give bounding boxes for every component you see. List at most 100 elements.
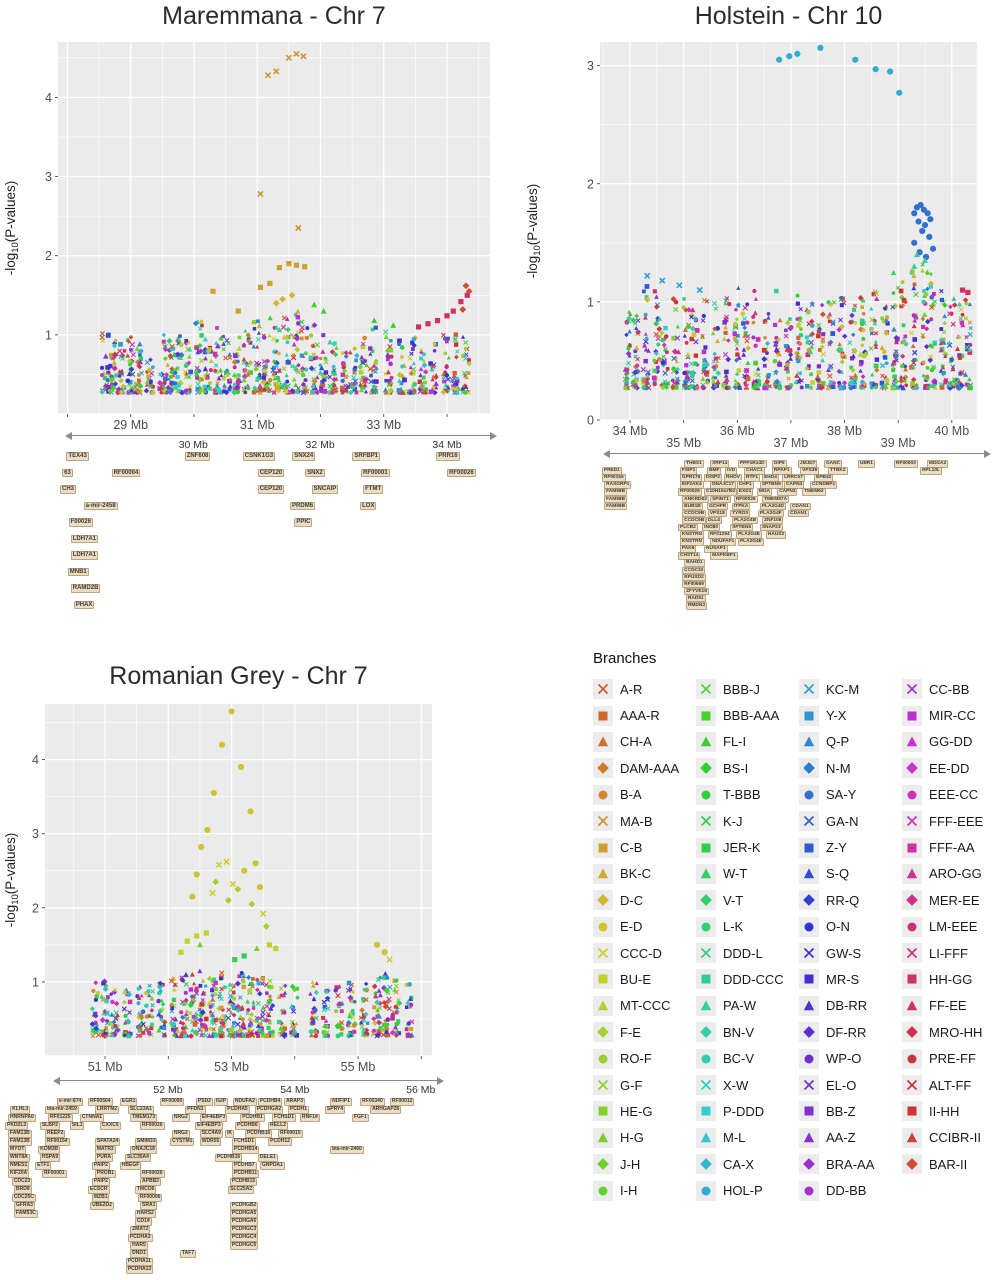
svg-text:40 Mb: 40 Mb <box>934 424 969 438</box>
circle-marker-icon <box>696 1048 716 1069</box>
legend-item-JER-K: JER-K <box>696 834 799 860</box>
gene-label: PHAX <box>73 600 95 610</box>
legend-label: S-Q <box>826 866 850 882</box>
gene-label: SPTBN5 <box>730 523 753 532</box>
gene-label: ZFYVE19 <box>684 587 709 596</box>
svg-text:37 Mb: 37 Mb <box>774 436 809 450</box>
gene-label: VPS18 <box>707 509 727 518</box>
gene-label: PCDHB11 <box>232 1170 260 1178</box>
x-marker-icon <box>696 1075 716 1096</box>
legend-label: HE-G <box>620 1103 653 1119</box>
gene-label: CTNNA1 <box>79 1114 105 1122</box>
legend-item-BB-Z: BB-Z <box>799 1098 902 1124</box>
gene-label: BUB1B <box>682 502 703 511</box>
x-marker-icon <box>799 679 819 700</box>
svg-text:1: 1 <box>587 295 594 309</box>
legend-item-MER-EE: MER-EE <box>902 887 1005 913</box>
gene-label: TEX43 <box>66 452 89 461</box>
gene-label: RF00090 <box>159 1098 185 1106</box>
gene-label: PURA <box>94 1154 114 1162</box>
gene-label: IGIP <box>213 1098 228 1106</box>
gene-label: FCHSD1 <box>272 1114 297 1122</box>
gene-label: PLA2G4D <box>759 502 786 511</box>
legend-label: BBB-J <box>723 681 760 697</box>
gene-label: ETF1 <box>35 1162 52 1170</box>
triangle-marker-icon <box>902 995 922 1016</box>
triangle-marker-icon <box>799 863 819 884</box>
svg-text:29 Mb: 29 Mb <box>113 418 148 432</box>
legend-label: JER-K <box>723 840 761 856</box>
square-marker-icon <box>696 705 716 726</box>
legend-item-LM-EEE: LM-EEE <box>902 914 1005 940</box>
gene-label: VPS39 <box>800 467 820 475</box>
gene-label: PCDH1 <box>287 1106 309 1114</box>
gene-label: PKD2L3 <box>5 1122 29 1130</box>
gene-label: MDGA2 <box>926 460 949 468</box>
gene-label: ZNF106 <box>762 516 784 525</box>
gene-label: RELL2 <box>268 1122 288 1130</box>
triangle-marker-icon <box>696 1127 716 1148</box>
gene-label: MNB1 <box>67 567 89 577</box>
x-marker-icon <box>799 943 819 964</box>
diamond-marker-icon <box>593 890 613 911</box>
gene-label: APBB3 <box>140 1178 161 1186</box>
gene-label: bta-mir-2459 <box>44 1106 79 1114</box>
gene-label: RF00006 <box>137 1194 163 1202</box>
circle-marker-icon <box>696 784 716 805</box>
gene-label: PPP1R14D <box>737 460 767 468</box>
gene-label: FAM98B <box>604 502 628 511</box>
gene-label: PLA2G4B <box>731 516 759 525</box>
legend-item-DF-RR: DF-RR <box>799 1019 902 1045</box>
gene-label: ZMAT2 <box>130 1226 151 1234</box>
gene-label: PRR16 <box>436 452 460 461</box>
diamond-marker-icon <box>593 758 613 779</box>
legend-item-J-H: J-H <box>593 1151 696 1177</box>
x-marker-icon <box>593 679 613 700</box>
triangle-marker-icon <box>799 731 819 752</box>
gene-label: CCDC32 <box>682 566 706 575</box>
legend-item-V-T: V-T <box>696 887 799 913</box>
legend-label: EL-O <box>826 1077 857 1093</box>
gene-label: SRP14 <box>710 460 730 468</box>
legend-item-BBB-AAA: BBB-AAA <box>696 702 799 728</box>
gene-label: SNAP23 <box>759 523 783 532</box>
legend-label: DD-BB <box>826 1183 867 1199</box>
triangle-marker-icon <box>696 995 716 1016</box>
gene-label: TMEM62 <box>802 488 826 496</box>
triangle-marker-icon <box>593 731 613 752</box>
gene-label: RF00026 <box>733 495 758 504</box>
gene-label: TYRO3 <box>730 509 751 518</box>
gene-label: ANKRD63 <box>682 495 709 504</box>
circle-marker-icon <box>902 916 922 937</box>
gene-label: PLA2G4F <box>757 509 784 518</box>
gene-label: TAF7 <box>180 1250 197 1258</box>
legend-label: O-N <box>826 919 850 935</box>
legend-label: B-A <box>620 787 642 803</box>
gene-label: KNSTRN <box>679 538 704 546</box>
gene-label: CCDC9B <box>682 516 707 525</box>
genome-ruler <box>610 453 984 454</box>
ruler-label: 54 Mb <box>280 1084 310 1096</box>
triangle-marker-icon <box>696 863 716 884</box>
square-marker-icon <box>593 969 613 990</box>
gene-label: SPRY4 <box>324 1106 346 1114</box>
ruler-arrow-left <box>603 450 610 458</box>
gene-label: PLA2G4E <box>736 531 762 539</box>
legend-label: FF-EE <box>929 998 967 1014</box>
legend-label: BN-V <box>723 1024 755 1040</box>
ruler-label: 30 Mb <box>178 439 208 451</box>
legend-item-AA-Z: AA-Z <box>799 1125 902 1151</box>
ruler-arrow-left <box>53 1077 60 1085</box>
legend-item-CC-BB: CC-BB <box>902 676 1005 702</box>
gene-label: RF00569 <box>682 580 706 589</box>
gene-label: FAM13B <box>8 1138 32 1146</box>
gene-label: CHP1 <box>736 481 754 489</box>
gene-label: PSD2 <box>195 1098 213 1106</box>
legend-label: Y-X <box>826 708 847 724</box>
gene-label: CCDC9B <box>682 509 707 518</box>
diamond-marker-icon <box>799 758 819 779</box>
legend-item-O-N: O-N <box>799 914 902 940</box>
legend-item-F-E: F-E <box>593 1019 696 1045</box>
branches-legend: Branches A-R AAA-R CH-A DAM-AAA B-A MA-B C-B BK… <box>585 650 1006 1204</box>
legend-label: DDD-L <box>723 945 763 961</box>
